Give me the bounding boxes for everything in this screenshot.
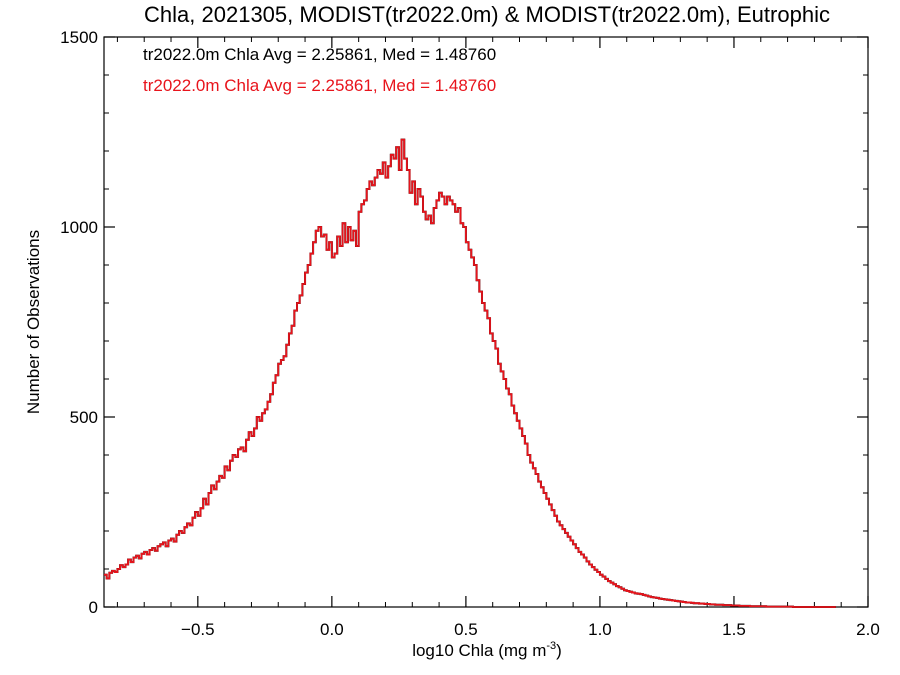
x-tick-label: −0.5 <box>181 620 215 639</box>
plot-frame <box>103 36 869 608</box>
x-axis-label-superscript: -3 <box>546 640 556 652</box>
x-tick-label: 2.0 <box>856 620 880 639</box>
x-tick-label: 1.5 <box>722 620 746 639</box>
x-tick-label: 0.0 <box>320 620 344 639</box>
chart-title: Chla, 2021305, MODIST(tr2022.0m) & MODIS… <box>144 2 830 27</box>
histogram-series-red <box>104 138 836 608</box>
y-tick-label: 1500 <box>60 28 98 47</box>
y-tick-label: 0 <box>89 598 98 617</box>
y-tick-label: 500 <box>70 408 98 427</box>
y-tick-label: 1000 <box>60 218 98 237</box>
x-tick-label: 0.5 <box>454 620 478 639</box>
plot-area: −0.5 0.0 0.5 1.0 1.5 2.0 0 500 1000 1500 <box>60 28 880 639</box>
x-axis-label: log10 Chla (mg m-3) <box>412 640 562 660</box>
x-tick-label: 1.0 <box>588 620 612 639</box>
annotation-red: tr2022.0m Chla Avg = 2.25861, Med = 1.48… <box>143 76 496 95</box>
annotation-black: tr2022.0m Chla Avg = 2.25861, Med = 1.48… <box>143 45 496 64</box>
y-axis-label: Number of Observations <box>24 230 43 414</box>
